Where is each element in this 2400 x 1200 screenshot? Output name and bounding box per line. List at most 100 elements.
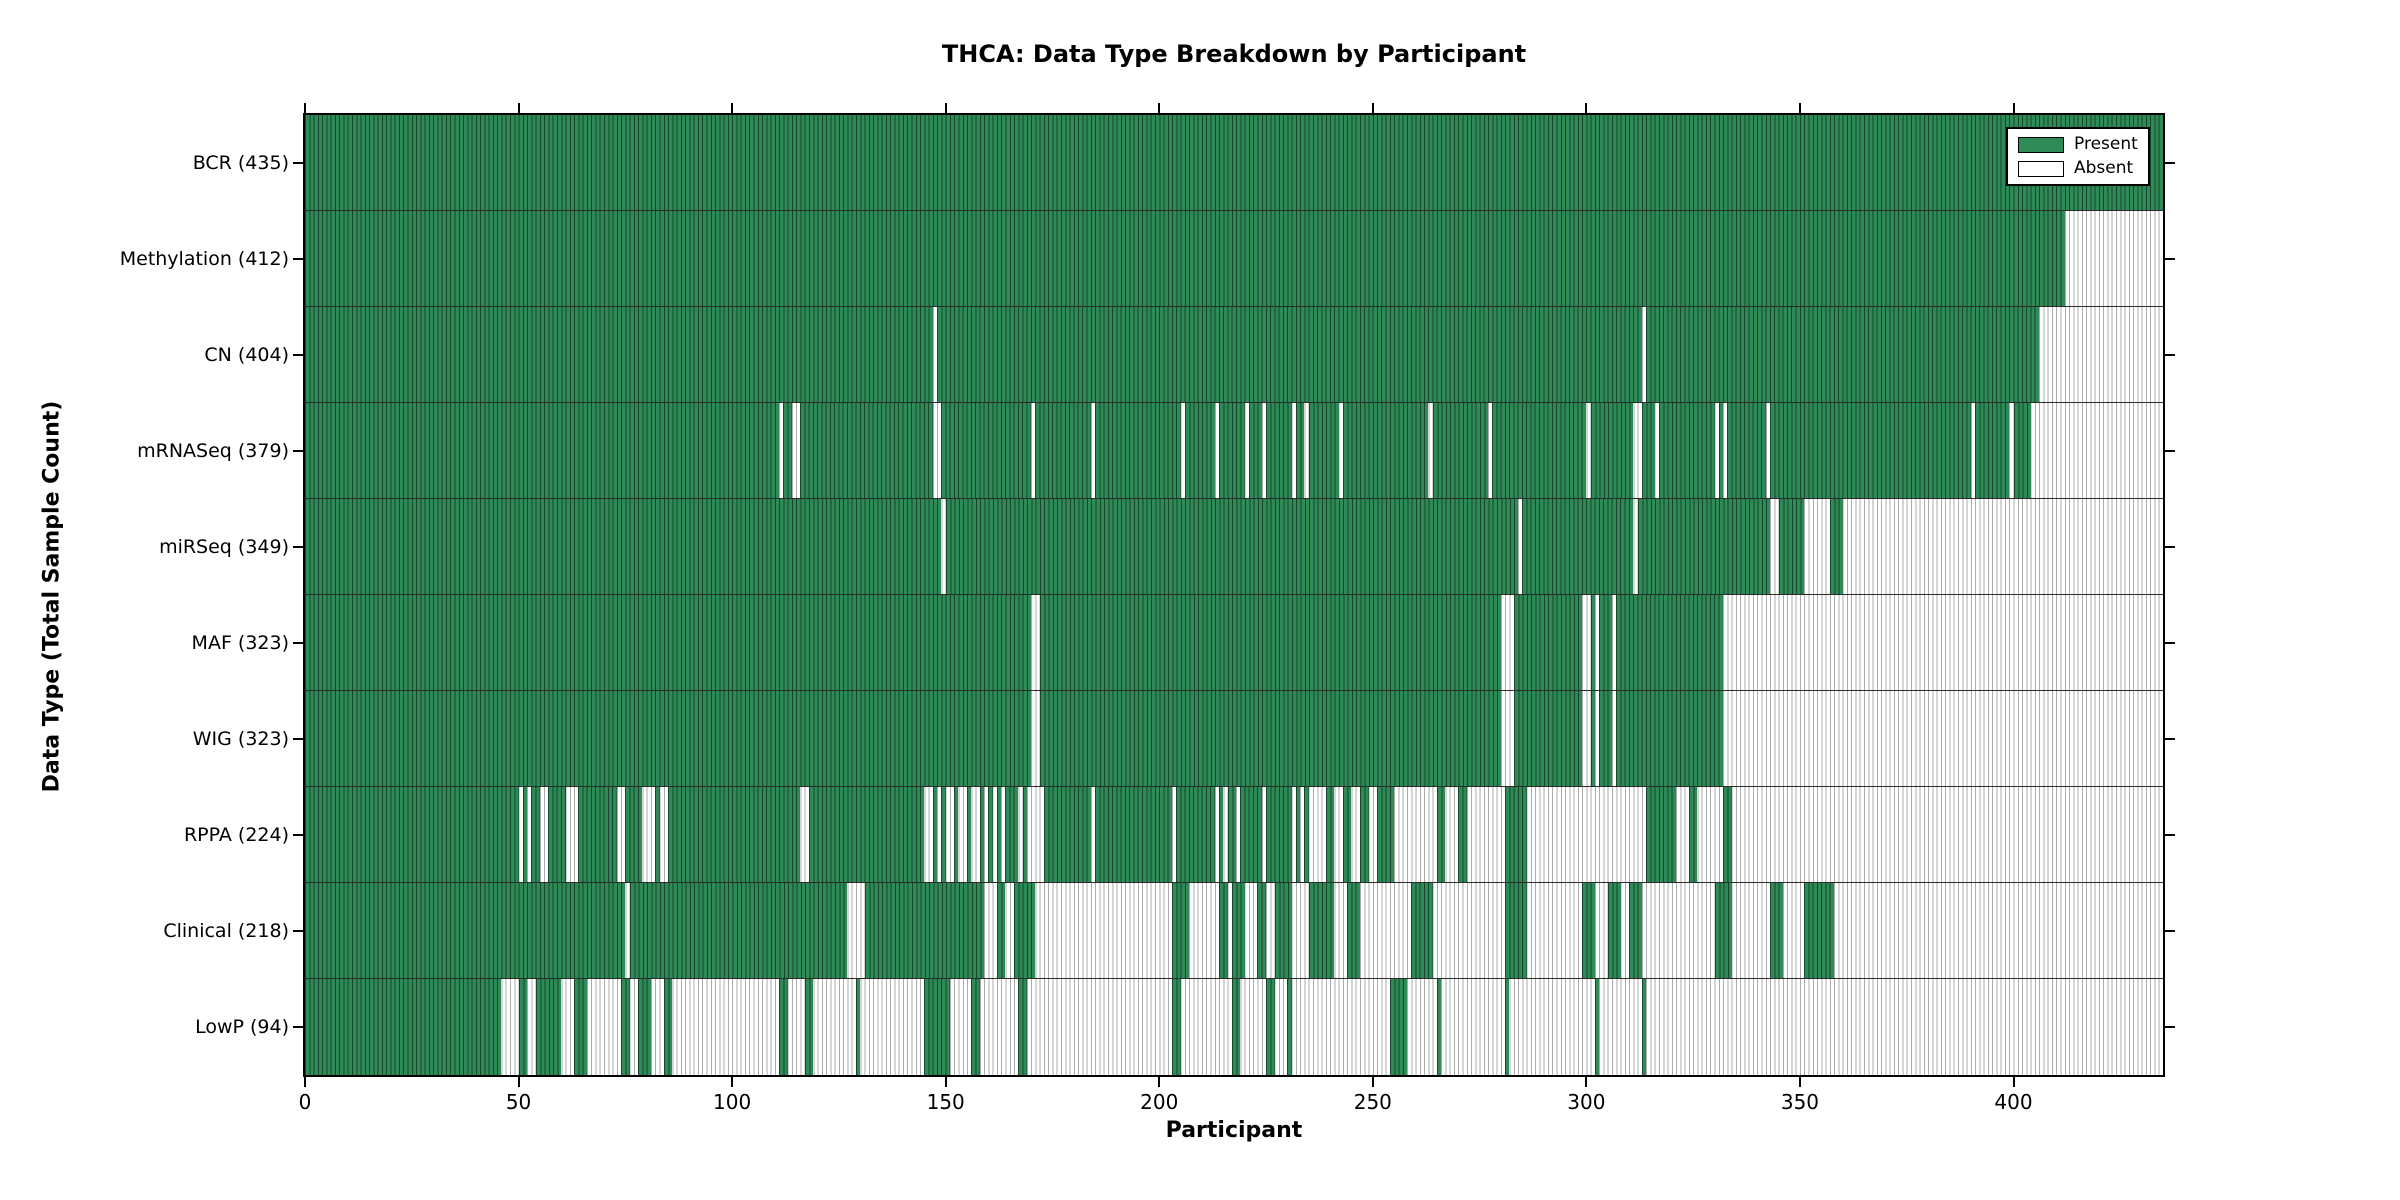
present-segment (1342, 403, 1429, 498)
heatmap-row-cn (305, 307, 2163, 403)
present-segment (996, 787, 1002, 882)
present-segment (1458, 787, 1467, 882)
present-segment (1389, 979, 1407, 1075)
present-segment (1616, 691, 1724, 786)
present-segment (621, 979, 630, 1075)
present-segment (305, 691, 1032, 786)
y-tick-mark (2165, 738, 2175, 740)
x-tick-mark (1371, 103, 1374, 113)
x-tick-mark (1158, 103, 1161, 113)
present-segment (1035, 403, 1091, 498)
legend: Present Absent (2006, 127, 2150, 186)
present-segment (663, 979, 673, 1075)
present-segment (1829, 499, 1843, 594)
present-segment (1308, 403, 1339, 498)
legend-item-absent: Absent (2018, 160, 2138, 177)
present-segment (988, 787, 993, 882)
y-tick-mark (2165, 450, 2175, 452)
present-segment (578, 787, 617, 882)
xtick-label-150: 150 (926, 1090, 965, 1114)
x-tick-mark (1798, 1077, 1801, 1087)
x-tick-mark (731, 103, 734, 113)
y-tick-mark (293, 546, 303, 548)
heatmap-row-mrnaseq (305, 403, 2163, 499)
present-segment (2013, 403, 2031, 498)
present-segment (800, 403, 933, 498)
y-tick-mark (2165, 834, 2175, 836)
present-segment (1227, 787, 1237, 882)
present-segment (1022, 787, 1027, 882)
chart-title: THCA: Data Type Breakdown by Participant (941, 40, 1527, 68)
heatmap-row-rppa (305, 787, 2163, 883)
present-segment (1172, 883, 1190, 978)
present-segment (924, 979, 950, 1075)
present-segment (1688, 787, 1698, 882)
present-segment (1219, 787, 1224, 882)
present-segment (855, 979, 861, 1075)
present-segment (1607, 883, 1621, 978)
present-segment (305, 883, 626, 978)
ytick-label-mrnaseq: mRNASeq (379) (137, 440, 289, 462)
ytick-label-wig: WIG (323) (192, 728, 289, 750)
present-segment (1770, 403, 1971, 498)
present-segment (305, 499, 942, 594)
present-segment (548, 787, 566, 882)
xtick-label-350: 350 (1780, 1090, 1820, 1114)
present-segment (1231, 883, 1245, 978)
present-segment (629, 883, 848, 978)
y-tick-mark (2165, 1026, 2175, 1028)
ytick-label-maf: MAF (323) (191, 632, 289, 654)
x-tick-mark (2012, 103, 2015, 113)
present-segment (1590, 595, 1595, 690)
present-segment (1095, 787, 1173, 882)
heatmap-row-methylation (305, 211, 2163, 307)
y-tick-mark (2165, 642, 2175, 644)
present-segment (1266, 787, 1292, 882)
present-segment (1295, 787, 1301, 882)
present-segment (1582, 883, 1595, 978)
present-segment (996, 883, 1006, 978)
present-segment (1641, 979, 1647, 1075)
ytick-label-methylation: Methylation (412) (119, 248, 289, 270)
present-segment (1590, 691, 1595, 786)
present-segment (1018, 979, 1027, 1075)
present-segment (1522, 499, 1634, 594)
xtick-label-400: 400 (1994, 1090, 2033, 1114)
ytick-label-clinical: Clinical (218) (163, 920, 289, 942)
present-segment (1295, 403, 1305, 498)
present-segment (945, 499, 1519, 594)
present-segment (954, 787, 959, 882)
present-segment (1377, 787, 1395, 882)
present-segment (1770, 883, 1783, 978)
x-tick-mark (1585, 1077, 1588, 1087)
xtick-label-0: 0 (298, 1090, 312, 1114)
present-segment (979, 787, 985, 882)
legend-item-present: Present (2018, 136, 2138, 153)
x-tick-mark (1158, 1077, 1161, 1087)
present-segment (305, 979, 502, 1075)
present-segment (864, 883, 985, 978)
plot-area (303, 113, 2165, 1077)
present-segment (1014, 883, 1036, 978)
heatmap-row-mirseq (305, 499, 2163, 595)
x-tick-mark (1798, 103, 1801, 113)
y-tick-mark (2165, 258, 2175, 260)
present-segment (1043, 787, 1091, 882)
present-segment (1304, 787, 1309, 882)
present-segment (531, 787, 540, 882)
present-segment (1039, 691, 1501, 786)
present-segment (1590, 403, 1634, 498)
heatmap-row-lowp (305, 979, 2163, 1075)
absent-swatch-icon (2018, 160, 2064, 177)
ytick-label-cn: CN (404) (204, 344, 289, 366)
xtick-label-100: 100 (713, 1090, 752, 1114)
present-segment (1599, 691, 1612, 786)
present-segment (932, 787, 938, 882)
y-axis-label: Data Type (Total Sample Count) (39, 400, 65, 793)
present-segment (1629, 883, 1642, 978)
present-segment (1505, 979, 1510, 1075)
present-segment (941, 787, 946, 882)
present-segment (1257, 883, 1267, 978)
xtick-label-300: 300 (1567, 1090, 1606, 1114)
